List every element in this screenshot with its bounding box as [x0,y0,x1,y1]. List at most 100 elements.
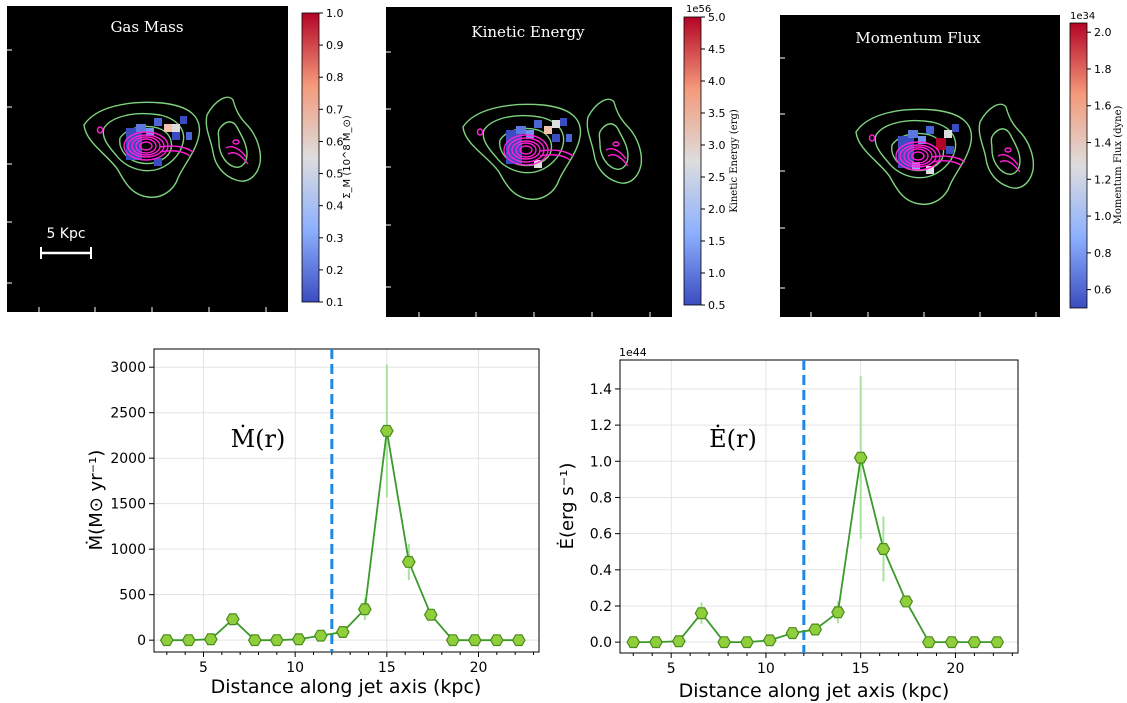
map-title: Kinetic Energy [471,23,585,41]
data-point [967,636,982,649]
y-exponent-label: 1e44 [619,346,647,359]
data-point [785,627,800,640]
x-tick-label: 20 [947,661,965,677]
scale-bar-label: 5 Kpc [46,226,85,242]
map-panel-momentum-flux: Momentum Flux [780,11,1124,317]
data-point [159,634,174,647]
data-point [922,636,936,649]
colorbar-label: Momentum Flux (dyne) [1113,105,1124,224]
colorbar-tick-label: 0.8 [326,71,344,84]
data-point [762,634,777,647]
colorbar-tick-label: 5.0 [708,11,726,24]
y-tick-label: 0.6 [590,527,612,543]
data-point [291,633,306,646]
data-point [808,623,823,636]
data-point [269,634,284,647]
y-axis-label: Ė(erg s⁻¹) [557,463,578,550]
data-point [247,634,262,647]
data-point [831,606,845,619]
data-point [899,595,914,608]
colorbar-tick-label: 0.8 [1094,247,1112,260]
colorbar-tick-label: 0.1 [326,296,344,309]
colorbar-tick-label: 1.5 [708,235,726,248]
data-point [489,634,504,647]
scale-bar: 5 Kpc [40,226,92,259]
colorbar-label: Kinetic Energy (erg) [729,109,740,213]
green-contours [83,96,262,198]
colorbar-tick-label: 0.7 [326,103,344,116]
y-axis-label: Ṁ(M⊙ yr⁻¹) [86,450,107,551]
y-tick-label: 1500 [110,497,146,513]
green-contours [462,98,643,200]
x-tick-label: 15 [852,661,870,677]
series-line [633,457,998,644]
colorbar-tick-label: 1.0 [1094,210,1112,223]
data-point [694,607,709,620]
colorbar-label: Σ_M (10^8 M_⊙) [342,115,353,199]
chart-annotation: Ė(r) [709,424,757,453]
plot-frame [619,359,1019,654]
colorbar-exponent: 1e34 [1070,11,1095,22]
data-point [225,613,240,626]
colorbar-tick-label: 4.0 [708,75,726,88]
data-point [944,636,959,649]
colorbar-tick-label: 4.5 [708,43,726,56]
y-tick-label: 1.4 [590,382,612,398]
colorbar-tick-label: 0.4 [326,200,344,213]
map-ticks [7,49,267,312]
map-ticks [780,57,1037,317]
data-point [181,634,196,647]
map-title: Gas Mass [110,18,183,36]
x-tick-label: 5 [199,660,208,676]
map-panel-gas-mass: Gas Mass [7,6,353,312]
colorbar-tick-label: 2.0 [1094,26,1112,39]
colorbar-tick-label: 0.2 [326,264,344,277]
series-line [166,430,519,642]
y-tick-label: 0.2 [590,599,612,615]
colorbar-tick-label: 3.0 [708,139,726,152]
y-tick-label: 1.0 [590,454,612,470]
x-axis-label: Distance along jet axis (kpc) [211,676,482,698]
chart-edot: 5 10 15 20 0.0 0.2 0.4 0.6 0.8 1.0 1.2 1.4 1e44 Ė(r… [557,346,1019,702]
magenta-contours [476,128,629,167]
colorbar: 0.1 0.2 0.3 0.4 0.5 0.6 0.7 0.8 0.9 1.0 Σ_M (10^8… [301,7,353,309]
y-tick-label: 2000 [110,451,146,467]
colorbar-tick-label: 0.6 [1094,284,1112,297]
data-point [357,603,372,616]
data-point [671,635,686,648]
data-point [740,636,754,649]
colorbar-tick-label: 1.8 [1094,63,1112,76]
data-point [876,542,891,556]
chart-mdot: 5 10 15 20 0 500 1000 1500 2000 2500 3000 Ṁ(r) Dis… [86,348,540,698]
colorbar-tick-label: 0.6 [326,135,344,148]
colorbar-tick-label: 0.5 [326,168,344,181]
data-point [626,636,641,649]
colorbar-tick-label: 3.5 [708,107,726,120]
data-point [401,555,416,568]
data-point [511,634,526,647]
colorbar-exponent: 1e56 [686,4,711,15]
data-point [445,634,460,647]
colorbar-tick-label: 0.5 [708,299,726,312]
map-title: Momentum Flux [855,29,981,47]
colorbar-tick-label: 2.5 [708,171,726,184]
y-tick-label: 1000 [110,542,146,558]
y-tick-label: 3000 [110,360,146,376]
y-tick-label: 500 [119,588,146,604]
magenta-contours [868,134,1021,173]
map-panel-kinetic-energy: Kinetic Energy [386,4,740,317]
colorbar-tick-label: 1.6 [1094,100,1112,113]
colorbar-tick-label: 0.3 [326,232,344,245]
x-tick-label: 5 [667,661,676,677]
data-point [379,424,394,437]
y-tick-label: 0.8 [590,490,612,506]
x-tick-label: 15 [378,660,396,676]
data-point [313,629,328,642]
data-point [853,451,868,464]
colorbar-tick-label: 1.4 [1094,137,1112,150]
x-tick-label: 10 [286,660,304,676]
x-axis-label: Distance along jet axis (kpc) [679,680,950,702]
x-tick-label: 20 [470,660,488,676]
y-tick-label: 1.2 [590,418,612,434]
